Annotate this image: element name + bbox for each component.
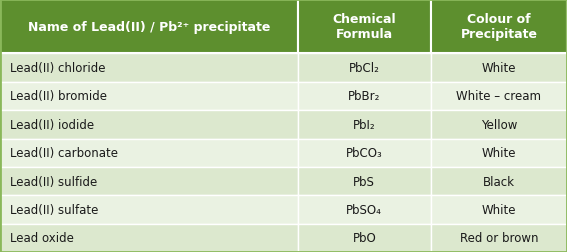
FancyBboxPatch shape: [298, 0, 431, 54]
FancyBboxPatch shape: [0, 0, 298, 54]
FancyBboxPatch shape: [298, 54, 431, 82]
FancyBboxPatch shape: [0, 54, 298, 82]
FancyBboxPatch shape: [431, 0, 567, 54]
FancyBboxPatch shape: [431, 54, 567, 82]
Text: White: White: [482, 203, 516, 216]
Text: White: White: [482, 147, 516, 160]
Text: PbS: PbS: [353, 175, 375, 188]
FancyBboxPatch shape: [298, 82, 431, 111]
Text: Lead(II) sulfide: Lead(II) sulfide: [10, 175, 98, 188]
Text: PbI₂: PbI₂: [353, 118, 375, 131]
FancyBboxPatch shape: [298, 224, 431, 252]
Text: PbCl₂: PbCl₂: [349, 62, 380, 75]
FancyBboxPatch shape: [0, 196, 298, 224]
FancyBboxPatch shape: [431, 82, 567, 111]
Text: Lead oxide: Lead oxide: [10, 231, 74, 244]
Text: Chemical
Formula: Chemical Formula: [332, 13, 396, 41]
FancyBboxPatch shape: [431, 139, 567, 167]
Text: White – cream: White – cream: [456, 90, 541, 103]
FancyBboxPatch shape: [298, 167, 431, 196]
Text: Name of Lead(II) / Pb²⁺ precipitate: Name of Lead(II) / Pb²⁺ precipitate: [28, 21, 270, 34]
Text: White: White: [482, 62, 516, 75]
Text: Colour of
Precipitate: Colour of Precipitate: [460, 13, 538, 41]
Text: Black: Black: [483, 175, 515, 188]
FancyBboxPatch shape: [298, 111, 431, 139]
Text: Lead(II) carbonate: Lead(II) carbonate: [10, 147, 118, 160]
FancyBboxPatch shape: [431, 196, 567, 224]
FancyBboxPatch shape: [0, 82, 298, 111]
FancyBboxPatch shape: [0, 224, 298, 252]
FancyBboxPatch shape: [431, 224, 567, 252]
Text: Yellow: Yellow: [481, 118, 517, 131]
FancyBboxPatch shape: [0, 111, 298, 139]
FancyBboxPatch shape: [298, 196, 431, 224]
Text: PbCO₃: PbCO₃: [346, 147, 383, 160]
FancyBboxPatch shape: [431, 111, 567, 139]
Text: PbBr₂: PbBr₂: [348, 90, 380, 103]
Text: Lead(II) sulfate: Lead(II) sulfate: [10, 203, 99, 216]
FancyBboxPatch shape: [298, 139, 431, 167]
Text: Lead(II) chloride: Lead(II) chloride: [10, 62, 105, 75]
Text: Lead(II) bromide: Lead(II) bromide: [10, 90, 107, 103]
Text: Lead(II) iodide: Lead(II) iodide: [10, 118, 94, 131]
FancyBboxPatch shape: [0, 167, 298, 196]
FancyBboxPatch shape: [0, 139, 298, 167]
Text: PbSO₄: PbSO₄: [346, 203, 382, 216]
FancyBboxPatch shape: [431, 167, 567, 196]
Text: PbO: PbO: [353, 231, 376, 244]
Text: Red or brown: Red or brown: [460, 231, 538, 244]
